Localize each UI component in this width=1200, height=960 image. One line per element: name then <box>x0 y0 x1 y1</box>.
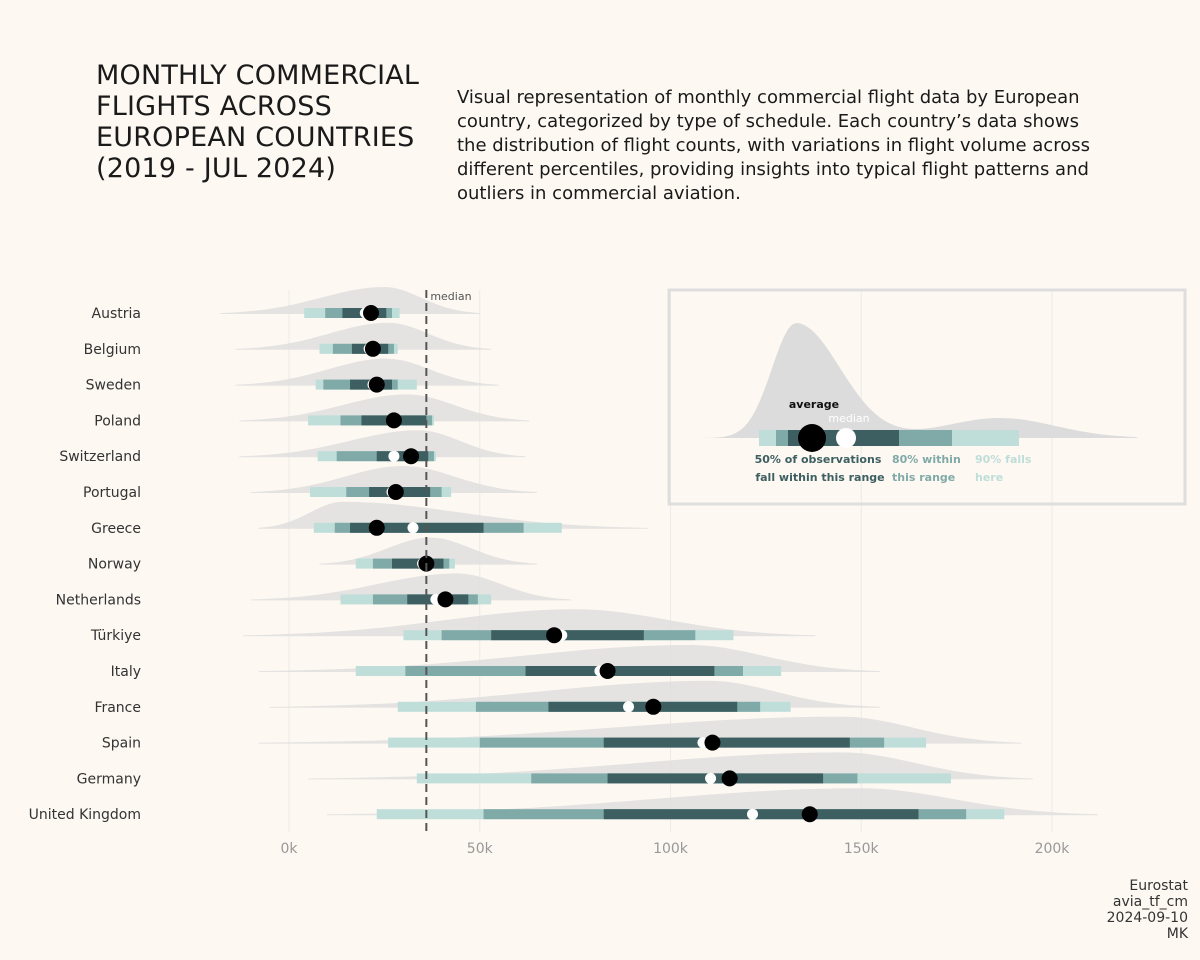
country-label: Portugal <box>83 485 141 501</box>
country-label: United Kingdom <box>29 807 141 823</box>
country-row: United Kingdom <box>29 788 1098 823</box>
legend-density <box>700 323 1138 438</box>
band-50 <box>491 630 644 641</box>
country-row: France <box>94 680 881 716</box>
legend-band90-label-line2: here <box>975 471 1003 484</box>
band-50 <box>525 666 715 676</box>
density-shape <box>308 752 1033 780</box>
country-rows: Austria Belgium Sweden Poland Switzerland Por… <box>29 287 1098 823</box>
country-label: Austria <box>92 306 141 322</box>
density-shape <box>239 430 526 458</box>
chart-subtitle: Visual representation of monthly commerc… <box>457 87 1090 204</box>
median-point <box>623 701 635 713</box>
country-row: Netherlands <box>56 573 572 608</box>
country-label: Spain <box>102 736 141 752</box>
mean-point <box>385 412 402 429</box>
mean-point <box>368 376 385 393</box>
legend-band80-label-line2: this range <box>892 471 955 484</box>
legend-band50-label-line2: fall within this range <box>755 471 884 484</box>
caption-source: Eurostat <box>1129 878 1188 894</box>
x-axis: 0k 50k 100k 150k 200k <box>280 841 1070 857</box>
density-shape <box>319 537 537 565</box>
caption: Eurostat avia_tf_cm 2024-09-10 MK <box>1107 878 1188 942</box>
caption-date: 2024-09-10 <box>1106 910 1188 926</box>
mean-point <box>363 305 380 321</box>
country-row: Sweden <box>86 358 499 394</box>
x-tick-label: 0k <box>280 841 298 857</box>
density-shape <box>243 609 816 637</box>
median-point <box>705 772 717 784</box>
country-row: Portugal <box>83 466 538 501</box>
country-row: Greece <box>91 501 648 537</box>
band-50 <box>603 809 919 820</box>
country-label: Germany <box>77 771 141 787</box>
density-shape <box>258 716 1022 744</box>
legend-band90-label-line1: 90% falls <box>975 453 1032 466</box>
mean-point <box>403 448 420 465</box>
band-50 <box>548 701 738 712</box>
country-row: Belgium <box>84 322 492 358</box>
legend-mean-point <box>798 424 826 452</box>
legend-band80-label-line1: 80% within <box>892 453 961 466</box>
overall-median-label: median <box>430 290 471 303</box>
country-label: Greece <box>91 521 141 537</box>
density-shape <box>327 788 1098 816</box>
density-shape <box>250 466 538 493</box>
country-label: Netherlands <box>56 592 141 608</box>
band-50 <box>603 737 850 748</box>
mean-point <box>546 627 563 644</box>
x-tick-label: 150k <box>844 841 880 857</box>
country-label: Türkiye <box>90 628 141 644</box>
legend-median-point <box>836 428 856 448</box>
country-row: Poland <box>94 394 530 429</box>
country-label: Poland <box>94 413 141 429</box>
mean-point <box>387 484 404 500</box>
legend-frame <box>667 288 1187 506</box>
band-50 <box>376 451 429 462</box>
legend-median-label: median <box>828 412 869 425</box>
mean-point <box>801 806 818 823</box>
median-point <box>747 808 759 820</box>
density-shape <box>258 501 648 529</box>
mean-point <box>721 770 738 787</box>
country-row: Germany <box>77 752 1033 787</box>
caption-author: MK <box>1166 926 1188 942</box>
legend-band50-label-line1: 50% of observations <box>755 453 882 466</box>
mean-point <box>364 340 381 357</box>
legend-average-label: average <box>789 398 839 411</box>
density-shape <box>250 573 572 601</box>
country-row: Italy <box>111 645 881 680</box>
x-tick-label: 200k <box>1035 841 1071 857</box>
x-tick-label: 50k <box>467 841 494 857</box>
median-point <box>388 450 400 462</box>
country-row: Austria <box>92 287 480 322</box>
mean-point <box>368 519 385 536</box>
density-shape <box>258 645 881 672</box>
country-label: Sweden <box>86 378 141 394</box>
country-label: France <box>94 700 141 716</box>
country-label: Belgium <box>84 342 141 358</box>
chart-canvas: Austria Belgium Sweden Poland Switzerland Por… <box>29 287 1187 857</box>
legend-panel: average median 50% of observations fall … <box>667 288 1187 506</box>
chart-title: MONTHLY COMMERCIAL FLIGHTS ACROSS EUROPE… <box>96 60 420 184</box>
country-label: Switzerland <box>59 449 141 465</box>
country-label: Italy <box>111 664 141 680</box>
country-row: Türkiye <box>90 609 816 644</box>
country-label: Norway <box>88 557 141 573</box>
median-point <box>407 522 419 534</box>
density-shape <box>220 287 480 314</box>
x-tick-label: 100k <box>653 841 689 857</box>
caption-dataset: avia_tf_cm <box>1112 894 1188 910</box>
density-shape <box>269 680 881 708</box>
country-row: Spain <box>102 716 1022 752</box>
mean-point <box>599 663 616 679</box>
country-row: Switzerland <box>59 430 526 465</box>
mean-point <box>645 698 662 715</box>
density-shape <box>239 394 530 422</box>
country-row: Norway <box>88 537 537 573</box>
density-shape <box>235 358 499 386</box>
mean-point <box>704 734 721 751</box>
mean-point <box>437 591 454 608</box>
overall-median-guide: median <box>425 290 472 836</box>
